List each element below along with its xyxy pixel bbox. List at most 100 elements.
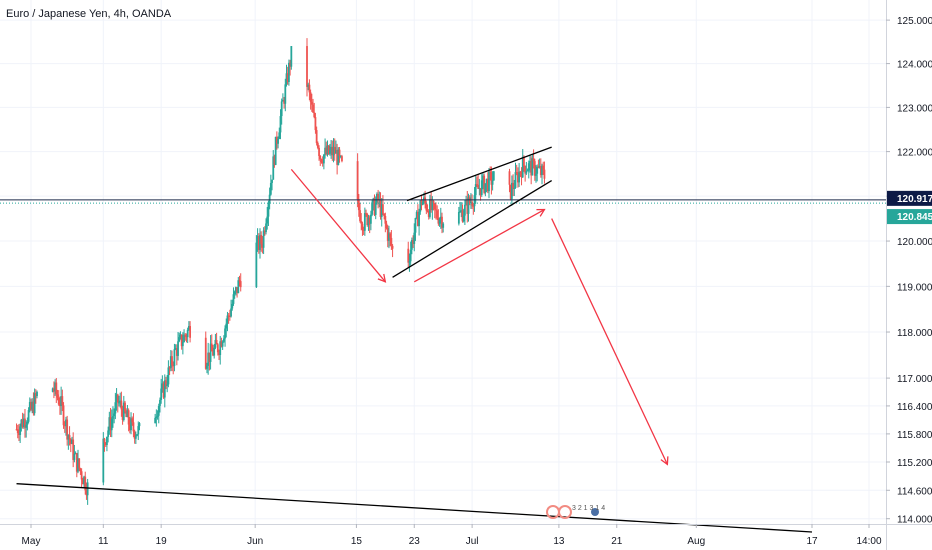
candle-body[interactable] — [527, 163, 530, 171]
candle-body[interactable] — [72, 439, 75, 460]
candle-body[interactable] — [232, 294, 235, 304]
candle-body[interactable] — [517, 173, 519, 183]
candle-body[interactable] — [336, 150, 339, 165]
candle-body[interactable] — [373, 198, 376, 215]
candle-body[interactable] — [361, 223, 364, 230]
candle-body[interactable] — [267, 203, 270, 217]
candle-body[interactable] — [208, 352, 211, 362]
candle-body[interactable] — [115, 394, 118, 403]
candle-body[interactable] — [369, 214, 372, 224]
candle-body[interactable] — [389, 233, 392, 238]
candle-body[interactable] — [204, 337, 207, 369]
candle-body[interactable] — [256, 236, 259, 243]
candle-body[interactable] — [181, 342, 184, 347]
candle-body[interactable] — [433, 203, 436, 210]
candle-body[interactable] — [374, 202, 377, 215]
candle-body[interactable] — [28, 401, 31, 411]
candle-body[interactable] — [227, 315, 230, 317]
candle-body[interactable] — [419, 200, 422, 212]
candle-body[interactable] — [526, 170, 529, 172]
trendline-drawing[interactable] — [392, 179, 553, 278]
candle-body[interactable] — [269, 182, 272, 195]
candle-body[interactable] — [262, 230, 265, 248]
arrow-drawing[interactable] — [551, 218, 668, 465]
candle-body[interactable] — [128, 424, 131, 431]
candle-body[interactable] — [233, 291, 236, 295]
candle-body[interactable] — [57, 397, 60, 405]
candle-body[interactable] — [206, 365, 208, 369]
candle-body[interactable] — [277, 138, 279, 144]
candle-body[interactable] — [415, 211, 418, 219]
candle-body[interactable] — [65, 419, 67, 426]
candle-body[interactable] — [407, 248, 410, 263]
candle-body[interactable] — [420, 200, 423, 205]
candle-body[interactable] — [543, 169, 546, 179]
candle-body[interactable] — [260, 235, 263, 244]
candle-body[interactable] — [325, 147, 328, 155]
candle-body[interactable] — [52, 388, 55, 392]
candle-body[interactable] — [462, 215, 465, 222]
trendline-drawing[interactable] — [406, 146, 552, 202]
candle-body[interactable] — [408, 261, 411, 263]
candle-body[interactable] — [83, 476, 85, 485]
candle-body[interactable] — [127, 410, 130, 425]
candle-body[interactable] — [138, 423, 141, 427]
candle-body[interactable] — [521, 156, 524, 178]
candle-body[interactable] — [357, 199, 360, 211]
candle-body[interactable] — [332, 146, 335, 156]
candle-body[interactable] — [231, 303, 234, 309]
candlestick-series[interactable] — [15, 38, 546, 505]
candle-body[interactable] — [63, 425, 66, 427]
candle-body[interactable] — [216, 344, 219, 353]
candle-body[interactable] — [310, 101, 313, 105]
candle-body[interactable] — [366, 213, 369, 226]
candle-body[interactable] — [421, 201, 424, 205]
candle-body[interactable] — [512, 182, 514, 189]
candle-body[interactable] — [459, 211, 461, 213]
candle-body[interactable] — [77, 458, 79, 472]
candle-body[interactable] — [436, 210, 439, 218]
candle-body[interactable] — [71, 439, 73, 444]
candle-body[interactable] — [106, 436, 108, 446]
candle-body[interactable] — [174, 348, 177, 350]
candle-body[interactable] — [185, 335, 188, 338]
candle-body[interactable] — [529, 160, 531, 164]
candle-body[interactable] — [155, 416, 158, 418]
candle-body[interactable] — [360, 221, 363, 224]
candle-body[interactable] — [515, 172, 518, 174]
candle-body[interactable] — [55, 382, 58, 395]
candle-body[interactable] — [265, 223, 267, 233]
candle-body[interactable] — [110, 418, 113, 431]
candle-body[interactable] — [523, 156, 525, 166]
candle-body[interactable] — [473, 195, 476, 207]
candle-body[interactable] — [130, 418, 132, 431]
candle-body[interactable] — [488, 171, 490, 192]
price-axis[interactable]: 125.000124.000123.000122.000121.000120.0… — [886, 16, 932, 526]
candle-body[interactable] — [306, 46, 308, 87]
candle-body[interactable] — [207, 352, 210, 366]
candle-body[interactable] — [27, 410, 30, 422]
candle-body[interactable] — [461, 210, 464, 222]
candle-body[interactable] — [86, 482, 89, 496]
candle-body[interactable] — [66, 419, 69, 440]
candle-body[interactable] — [103, 438, 106, 443]
candle-body[interactable] — [209, 343, 212, 362]
candle-body[interactable] — [74, 453, 77, 455]
candle-body[interactable] — [118, 402, 120, 404]
candle-body[interactable] — [261, 243, 264, 248]
candle-body[interactable] — [372, 198, 375, 203]
candle-body[interactable] — [222, 338, 225, 342]
candle-body[interactable] — [439, 216, 442, 220]
candle-body[interactable] — [212, 351, 214, 356]
candle-body[interactable] — [189, 326, 191, 338]
candle-body[interactable] — [484, 183, 487, 193]
candle-body[interactable] — [214, 339, 217, 348]
candle-body[interactable] — [120, 400, 123, 410]
candle-body[interactable] — [379, 199, 382, 217]
candle-body[interactable] — [237, 280, 240, 294]
candle-body[interactable] — [184, 334, 187, 336]
candle-body[interactable] — [536, 166, 539, 174]
candle-body[interactable] — [327, 145, 330, 154]
candle-body[interactable] — [390, 237, 393, 246]
candle-body[interactable] — [165, 380, 167, 386]
